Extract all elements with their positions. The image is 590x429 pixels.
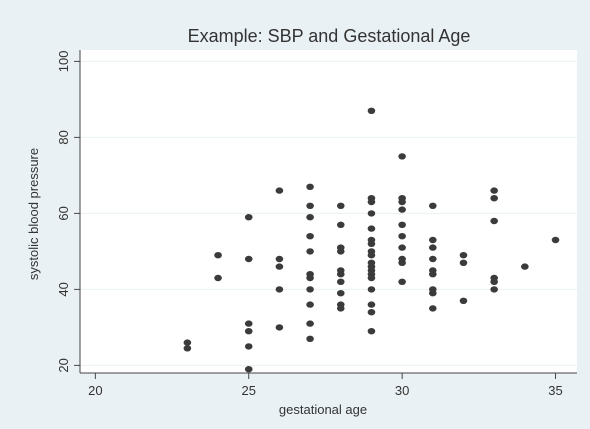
y-axis-label: systolic blood pressure — [26, 148, 41, 280]
data-point-0-51 — [367, 301, 376, 308]
data-point-0-7 — [244, 328, 253, 335]
x-tick-label-35: 35 — [548, 383, 562, 398]
plot-area — [80, 50, 577, 373]
data-point-0-50 — [367, 286, 376, 293]
data-point-0-54 — [398, 153, 406, 160]
data-point-0-22 — [306, 286, 314, 293]
y-tick-label-80: 80 — [56, 130, 71, 144]
data-point-0-83 — [551, 236, 560, 244]
data-point-0-27 — [336, 221, 345, 228]
data-point-0-69 — [429, 271, 437, 278]
data-point-0-1 — [183, 345, 192, 352]
data-point-0-58 — [398, 221, 406, 228]
data-point-0-63 — [398, 278, 406, 285]
data-point-0-31 — [336, 271, 345, 278]
data-point-0-82 — [521, 263, 529, 270]
data-point-0-24 — [306, 320, 314, 327]
data-point-0-38 — [367, 198, 376, 206]
data-point-0-57 — [398, 206, 406, 213]
data-point-0-64 — [429, 202, 437, 209]
y-tick-label-60: 60 — [56, 206, 71, 220]
data-point-0-62 — [398, 259, 406, 266]
axes: 20 25 30 35 20 40 60 80 100 — [56, 50, 577, 398]
data-points — [183, 107, 560, 373]
data-point-0-56 — [398, 198, 406, 206]
data-point-0-13 — [275, 286, 284, 293]
data-point-0-5 — [244, 255, 253, 263]
data-point-0-6 — [244, 320, 253, 327]
data-point-0-49 — [367, 274, 376, 282]
data-point-0-71 — [429, 290, 437, 297]
data-point-0-60 — [398, 244, 406, 251]
data-point-0-8 — [244, 343, 253, 350]
data-point-0-29 — [336, 248, 345, 255]
data-point-0-66 — [429, 244, 437, 251]
data-point-0-67 — [429, 255, 437, 263]
data-point-0-25 — [306, 335, 314, 342]
data-point-0-72 — [429, 305, 437, 312]
data-point-0-80 — [490, 278, 498, 285]
data-point-0-16 — [306, 202, 314, 209]
x-tick-label-30: 30 — [395, 383, 409, 398]
data-point-0-17 — [306, 214, 314, 221]
data-point-0-65 — [429, 236, 437, 244]
data-point-0-75 — [459, 297, 468, 304]
data-point-0-9 — [244, 366, 253, 373]
data-point-0-26 — [336, 202, 345, 209]
data-point-0-35 — [336, 305, 345, 312]
y-tick-label-20: 20 — [56, 358, 71, 372]
data-point-0-15 — [306, 183, 314, 190]
data-point-0-59 — [398, 233, 406, 240]
data-point-0-23 — [306, 301, 314, 308]
x-tick-label-20: 20 — [88, 383, 102, 398]
data-point-0-44 — [367, 252, 376, 259]
data-point-0-4 — [244, 214, 253, 221]
data-point-0-77 — [490, 195, 498, 202]
data-point-0-73 — [459, 252, 468, 259]
data-point-0-0 — [183, 339, 192, 346]
data-point-0-14 — [275, 324, 284, 331]
data-point-0-3 — [214, 274, 222, 282]
data-point-0-39 — [367, 210, 376, 217]
data-point-0-32 — [336, 278, 345, 285]
data-point-0-52 — [367, 309, 376, 316]
data-point-0-42 — [367, 240, 376, 247]
data-point-0-12 — [275, 263, 284, 270]
data-point-0-21 — [306, 274, 314, 282]
y-tick-label-100: 100 — [56, 51, 71, 73]
data-point-0-81 — [490, 286, 498, 293]
data-point-0-40 — [367, 225, 376, 232]
data-point-0-53 — [367, 328, 376, 335]
x-tick-label-25: 25 — [242, 383, 256, 398]
data-point-0-33 — [336, 290, 345, 297]
data-point-0-19 — [306, 248, 314, 255]
data-point-0-11 — [275, 255, 284, 263]
data-point-0-2 — [214, 252, 222, 259]
chart-title: Example: SBP and Gestational Age — [188, 26, 471, 46]
x-axis-label: gestational age — [279, 402, 367, 417]
y-tick-label-40: 40 — [56, 282, 71, 296]
data-point-0-18 — [306, 233, 314, 240]
data-point-0-74 — [459, 259, 468, 266]
data-point-0-78 — [490, 217, 498, 225]
data-point-0-76 — [490, 187, 498, 194]
data-point-0-10 — [275, 187, 284, 194]
data-point-0-36 — [367, 107, 376, 115]
